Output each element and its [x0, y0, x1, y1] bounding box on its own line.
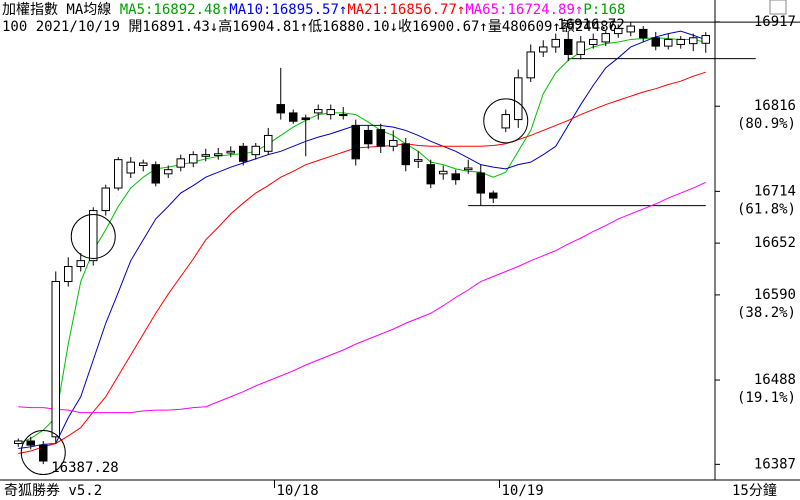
candle-body [664, 38, 673, 47]
candle-body [151, 164, 160, 184]
candle-body [76, 260, 85, 268]
candle-body [626, 25, 635, 33]
y-tick-label: 16387 [754, 456, 796, 472]
candle-body [564, 38, 573, 55]
candle-body [164, 169, 173, 175]
header-segment: 加權指數 MA均線 [2, 2, 120, 18]
candle-body [239, 145, 248, 162]
candle-body [376, 129, 385, 147]
y-tick-label: 16652 [754, 235, 796, 251]
candle-body [476, 172, 485, 194]
price-annotation: 16387.28 [51, 460, 118, 476]
candle-body [126, 161, 135, 174]
candle-body [589, 38, 598, 45]
candle-body [689, 37, 698, 45]
candle-body [326, 109, 335, 116]
candle-body [39, 444, 48, 462]
fib-label: (61.8%) [737, 201, 796, 217]
ma-line [18, 71, 706, 454]
candle-body [439, 170, 448, 175]
header-segment: P:168 [583, 2, 625, 18]
header-segment: MA65:16724.89↑ [465, 2, 583, 18]
fib-label: (19.1%) [737, 390, 796, 406]
highlight-circle [70, 213, 116, 259]
candle-body [139, 162, 148, 166]
y-tick-label: 16488 [754, 372, 796, 388]
candle-body [639, 28, 648, 39]
candle-body [26, 440, 35, 446]
fib-label: (80.9%) [737, 116, 796, 132]
candle-body [464, 167, 473, 171]
candle-body [614, 28, 623, 35]
candle-body [14, 440, 23, 444]
candle-body [51, 281, 60, 438]
software-name: 奇狐勝券 v5.2 [4, 482, 102, 499]
candle-body [514, 77, 523, 121]
candle-body [189, 154, 198, 164]
candle-body [651, 37, 660, 47]
candle-body [489, 192, 498, 199]
candle-body [539, 46, 548, 53]
ma-line [18, 30, 706, 449]
candle-body [101, 187, 110, 212]
candle-body [601, 33, 610, 43]
ma-line [18, 37, 706, 444]
candle-body [501, 114, 510, 129]
candle-body [176, 158, 185, 168]
candle-body [314, 109, 323, 114]
candle-body [214, 153, 223, 156]
candle-body [451, 173, 460, 181]
x-tick-label: 10/19 [502, 483, 544, 499]
y-tick-label: 16714 [754, 183, 796, 199]
highlight-circle [20, 430, 66, 476]
candle-body [364, 129, 373, 145]
candle-body [414, 159, 423, 162]
header-segment: MA10:16895.57↑ [229, 2, 347, 18]
candle-body [551, 38, 560, 48]
candle-body [339, 114, 348, 117]
candle-body [576, 41, 585, 55]
quote-line: 100 2021/10/19 開16891.43↓高16904.81↑低1688… [2, 18, 617, 35]
candle-body [226, 150, 235, 154]
candle-body [251, 145, 260, 156]
candle-body [701, 35, 710, 44]
candle-body [389, 139, 398, 147]
candle-body [401, 143, 410, 166]
candle-body [89, 210, 98, 262]
y-tick-label: 16590 [754, 287, 796, 303]
candle-body [426, 164, 435, 185]
candle-body [676, 38, 685, 45]
candle-body [114, 159, 123, 189]
candle-body [276, 104, 285, 114]
header-segment: MA21:16856.77↑ [347, 2, 465, 18]
fib-label: (38.2%) [737, 305, 796, 321]
candle-body [64, 266, 73, 283]
candle-body [289, 112, 298, 122]
header-segment: MA5:16892.48↑ [120, 2, 230, 18]
y-tick-label: 16816 [754, 98, 796, 114]
candle-body [351, 124, 360, 160]
window-button[interactable] [769, 0, 787, 15]
candle-body [201, 154, 210, 157]
candle-body [526, 51, 535, 79]
x-tick-label: 10/18 [277, 483, 319, 499]
header: 加權指數 MA均線 MA5:16892.48↑MA10:16895.57↑MA2… [2, 2, 626, 18]
candle-body [264, 134, 273, 152]
price-annotation: 16916.72 [557, 17, 624, 33]
highlight-circle [483, 98, 529, 144]
candle-body [301, 117, 310, 121]
ma-line [18, 181, 706, 414]
period: 15分鐘 [732, 482, 777, 499]
